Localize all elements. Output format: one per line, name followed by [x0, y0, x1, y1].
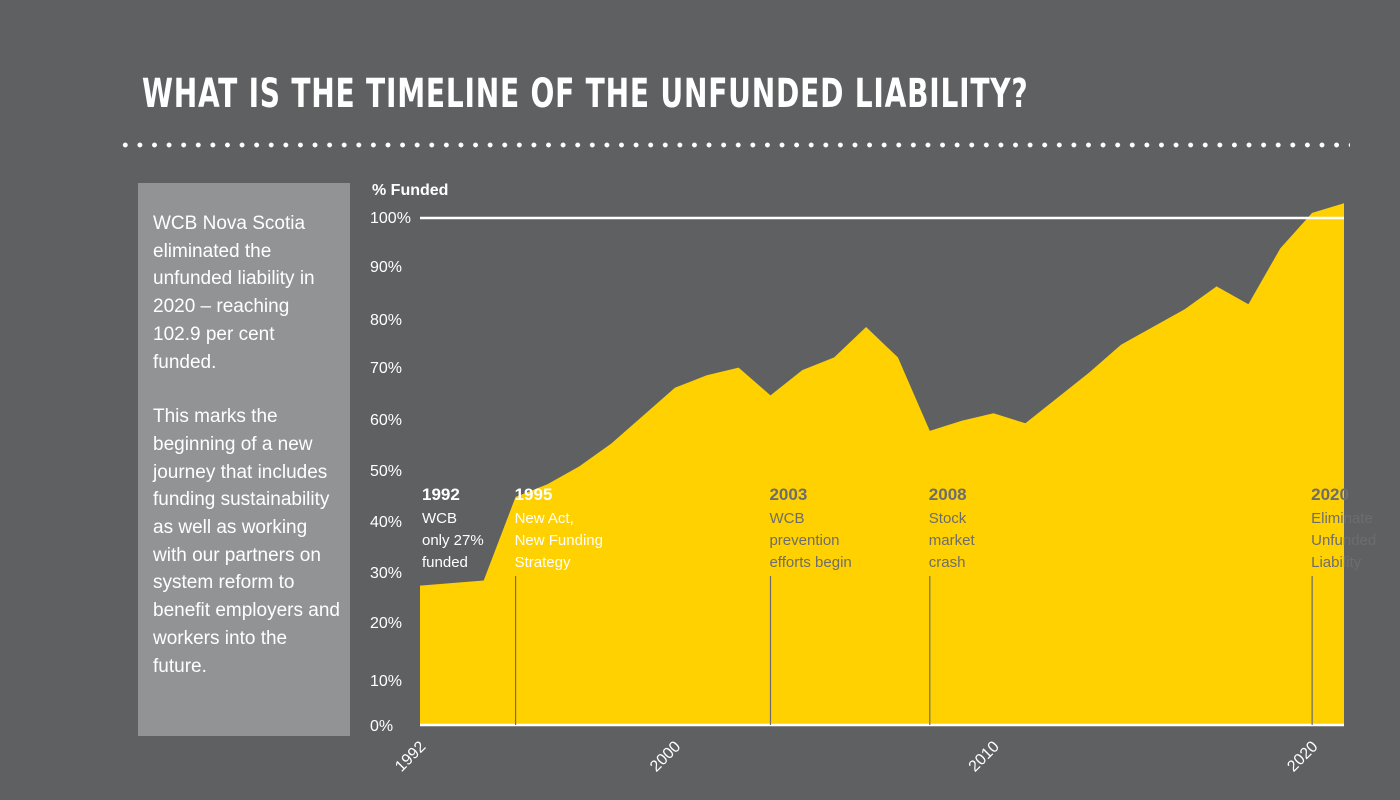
annotation-1992: 1992 WCB only 27% funded [422, 485, 484, 571]
annotation-text: Eliminate [1311, 510, 1373, 527]
annotation-2003: 2003 WCB prevention efforts begin [769, 485, 852, 725]
y-tick-label: 80% [370, 312, 402, 329]
annotation-text: New Act, [515, 510, 574, 527]
y-tick-label: 20% [370, 615, 402, 632]
annotation-text: Liability [1311, 554, 1362, 571]
annotation-text: funded [422, 554, 468, 571]
annotation-year: 1995 [515, 485, 553, 504]
y-tick-label: 70% [370, 360, 402, 377]
x-tick-label: 2010 [966, 738, 1003, 775]
y-tick-label: 60% [370, 412, 402, 429]
annotation-1995: 1995 New Act, New Funding Strategy [515, 485, 603, 725]
sidebar-panel: WCB Nova Scotia eliminated the unfunded … [138, 183, 350, 736]
annotation-year: 2003 [769, 485, 807, 504]
funded-area-series [420, 203, 1344, 726]
x-axis-ticks: 1992 2000 2010 2020 [392, 738, 1321, 775]
y-tick-label: 0% [370, 718, 393, 735]
y-tick-label: 50% [370, 463, 402, 480]
sidebar-paragraph-2: This marks the beginning of a new journe… [153, 406, 340, 677]
annotation-year: 2020 [1311, 485, 1349, 504]
sidebar-paragraph-1: WCB Nova Scotia eliminated the unfunded … [153, 213, 315, 373]
annotation-text: Unfunded [1311, 532, 1376, 549]
dotted-divider [118, 141, 1350, 149]
annotation-year: 1992 [422, 485, 460, 504]
y-tick-label: 40% [370, 514, 402, 531]
y-tick-label: 90% [370, 259, 402, 276]
annotation-text: New Funding [515, 532, 603, 549]
y-axis-label: % Funded [372, 182, 448, 199]
x-tick-label: 2000 [647, 738, 684, 775]
annotation-text: Strategy [515, 554, 571, 571]
annotation-text: prevention [769, 532, 839, 549]
page-title: WHAT IS THE TIMELINE OF THE UNFUNDED LIA… [142, 71, 1029, 117]
annotation-text: market [929, 532, 976, 549]
annotation-text: crash [929, 554, 966, 571]
x-tick-label: 1992 [392, 738, 429, 775]
y-axis-ticks: 0% 10% 20% 30% 40% 50% 60% 70% 80% 90% 100% [370, 210, 411, 735]
annotation-2020: 2020 Eliminate Unfunded Liability [1311, 485, 1376, 725]
annotation-text: only 27% [422, 532, 484, 549]
y-tick-label: 30% [370, 565, 402, 582]
annotation-text: Stock [929, 510, 967, 527]
annotation-text: WCB [769, 510, 804, 527]
annotation-text: WCB [422, 510, 457, 527]
x-tick-label: 2020 [1284, 738, 1321, 775]
annotations: 1992 WCB only 27% funded 1995 New Act, New Fun… [422, 485, 1376, 725]
y-tick-label: 100% [370, 210, 411, 227]
y-tick-label: 10% [370, 673, 402, 690]
annotation-text: efforts begin [769, 554, 851, 571]
annotation-2008: 2008 Stock market crash [929, 485, 976, 725]
annotation-year: 2008 [929, 485, 967, 504]
